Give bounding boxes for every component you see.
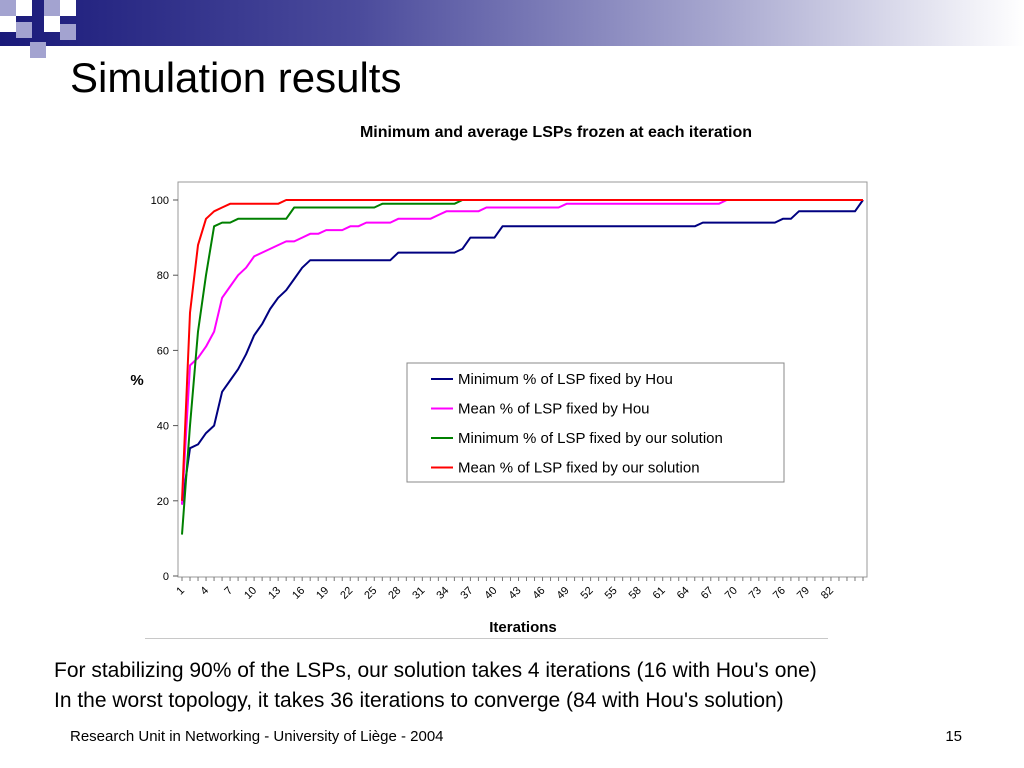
- x-tick-label: 49: [555, 585, 572, 602]
- x-tick-label: 58: [627, 585, 644, 602]
- x-tick-label: 7: [222, 585, 235, 598]
- x-tick-label: 1: [174, 585, 187, 598]
- y-tick-label: 100: [151, 195, 169, 207]
- y-axis: 0 20 40 60 80 100: [151, 195, 178, 583]
- x-tick-label: 43: [506, 585, 523, 602]
- x-tick-label: 73: [747, 585, 764, 602]
- legend-box: [406, 362, 785, 483]
- y-tick-label: 20: [157, 496, 169, 508]
- x-tick-label: 34: [434, 585, 451, 602]
- chart-title: Minimum and average LSPs frozen at each …: [360, 124, 752, 141]
- slide-title: Simulation results: [70, 54, 402, 101]
- x-tick-label: 52: [579, 585, 596, 602]
- decor-square: [44, 16, 60, 32]
- y-tick-label: 80: [157, 270, 169, 282]
- x-tick-label: 40: [482, 585, 499, 602]
- x-tick-label: 46: [531, 585, 548, 602]
- x-tick-label: 4: [198, 585, 211, 598]
- x-tick-label: 28: [386, 585, 403, 602]
- chart-bottom-rule: [145, 638, 828, 639]
- decor-square: [16, 0, 32, 16]
- legend-label: Mean % of LSP fixed by Hou: [458, 401, 650, 418]
- x-tick-label: 76: [771, 585, 788, 602]
- chart-legend: Minimum % of LSP fixed by Hou Mean % of L…: [406, 362, 785, 483]
- decor-square: [30, 42, 46, 58]
- x-tick-label: 64: [675, 585, 692, 602]
- title-bar-band: [0, 0, 1024, 46]
- y-tick-label: 60: [157, 345, 169, 357]
- x-tick-label: 22: [338, 585, 355, 602]
- y-axis-label: %: [130, 372, 143, 389]
- series-line-2: [181, 199, 863, 505]
- x-tick-label: 10: [242, 585, 259, 602]
- decor-square: [0, 0, 16, 16]
- x-tick-label: 67: [699, 585, 716, 602]
- x-tick-label: 70: [723, 585, 740, 602]
- page-number: 15: [945, 728, 962, 745]
- footer-text: Research Unit in Networking - University…: [70, 728, 444, 745]
- legend-label: Minimum % of LSP fixed by Hou: [458, 371, 673, 388]
- x-tick-label: 31: [410, 585, 427, 602]
- bullet-list: For stabilizing 90% of the LSPs, our sol…: [54, 656, 817, 716]
- x-tick-label: 82: [819, 585, 836, 602]
- x-tick-label: 37: [458, 585, 475, 602]
- line-chart: Minimum and average LSPs frozen at each …: [130, 124, 868, 636]
- legend-label: Mean % of LSP fixed by our solution: [458, 460, 700, 477]
- y-tick-label: 0: [163, 571, 169, 583]
- decor-square: [0, 16, 16, 32]
- x-axis: 1 4 7 10 13 16 19 22 25 28 31 34 37 40 43 46 49 52 55 58 61 6…: [174, 577, 864, 602]
- chart-series: [181, 199, 864, 535]
- x-tick-label: 61: [651, 585, 668, 602]
- legend-label: Minimum % of LSP fixed by our solution: [458, 430, 723, 447]
- series-line-1: [181, 199, 864, 505]
- y-tick-label: 40: [157, 421, 169, 433]
- decor-square: [16, 22, 32, 38]
- bullet-item: In the worst topology, it takes 36 itera…: [54, 689, 784, 712]
- x-axis-label: Iterations: [489, 619, 557, 636]
- bullet-item: For stabilizing 90% of the LSPs, our sol…: [54, 659, 817, 682]
- x-tick-label: 19: [314, 585, 331, 602]
- series-line-4: [181, 199, 863, 501]
- x-tick-label: 25: [362, 585, 379, 602]
- x-tick-label: 13: [266, 585, 283, 602]
- decor-square: [44, 0, 60, 16]
- x-tick-label: 55: [603, 585, 620, 602]
- x-tick-label: 79: [795, 585, 812, 602]
- x-tick-label: 16: [290, 585, 307, 602]
- decor-square: [60, 24, 76, 40]
- decor-square: [60, 0, 76, 16]
- series-line-3: [181, 199, 863, 535]
